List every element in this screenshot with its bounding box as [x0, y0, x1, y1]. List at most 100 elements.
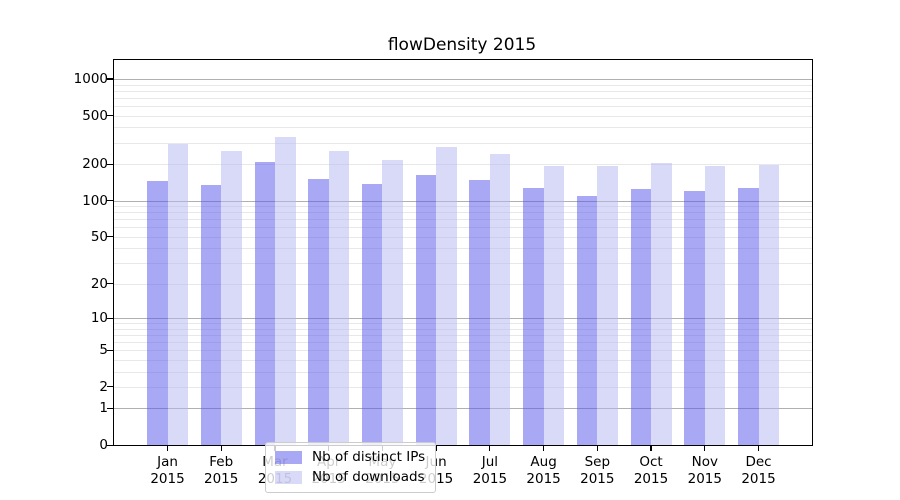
- legend-item-label: Nb of distinct IPs: [312, 449, 426, 465]
- x-axis-tick-mark: [220, 446, 222, 451]
- x-axis-tick-mark: [166, 446, 169, 451]
- y-axis-tick-label: 10: [90, 310, 108, 326]
- y-axis-tick-label: 2: [99, 378, 108, 395]
- x-axis-label: Oct 2015: [633, 454, 669, 487]
- x-axis-tick-mark: [435, 446, 437, 451]
- minor-gridline: [114, 334, 812, 336]
- minor-gridline: [114, 359, 812, 361]
- legend-item: Nb of downloads: [275, 470, 425, 485]
- bar-downloads: [758, 165, 779, 445]
- bar-downloads: [489, 154, 511, 445]
- y-axis-tick-label: 100: [82, 192, 108, 209]
- y-axis-tick-label: 200: [82, 156, 108, 172]
- bar-downloads: [167, 143, 188, 445]
- y-axis-tick-mark: [107, 236, 113, 238]
- x-axis-label: Jul 2015: [472, 454, 508, 487]
- x-axis-label: Aug 2015: [526, 454, 561, 487]
- y-axis-tick-mark: [107, 200, 113, 202]
- bar-distinct-ips: [469, 180, 490, 445]
- bar-distinct-ips: [147, 181, 168, 445]
- legend-item: Nb of distinct IPs: [275, 450, 425, 465]
- minor-gridline: [114, 142, 812, 144]
- bar-distinct-ips: [576, 196, 598, 445]
- minor-gridline: [114, 323, 812, 324]
- bar-downloads: [543, 166, 565, 445]
- x-axis-tick-mark: [704, 446, 706, 451]
- minor-gridline: [114, 328, 812, 330]
- y-axis-tick-label: 50: [90, 228, 108, 245]
- minor-gridline: [114, 386, 812, 388]
- minor-gridline: [114, 127, 812, 129]
- minor-gridline: [114, 90, 812, 92]
- x-axis-tick-mark: [757, 446, 760, 451]
- minor-gridline: [114, 350, 812, 352]
- legend: Nb of distinct IPs Nb of downloads: [265, 442, 437, 493]
- x-axis-tick-mark: [489, 446, 491, 451]
- x-axis-label: Nov 2015: [687, 454, 722, 487]
- minor-gridline: [114, 341, 812, 343]
- bar-distinct-ips: [308, 178, 329, 445]
- minor-gridline: [114, 236, 812, 238]
- major-gridline: [114, 200, 812, 202]
- major-gridline: [114, 78, 812, 80]
- y-axis-tick-mark: [107, 407, 113, 409]
- x-axis-label: Feb 2015: [204, 454, 239, 487]
- y-axis-tick-label: 1000: [73, 70, 108, 87]
- minor-gridline: [114, 97, 812, 99]
- x-axis-label: Sep 2015: [580, 454, 615, 487]
- minor-gridline: [114, 164, 812, 165]
- bar-downloads: [651, 162, 672, 445]
- minor-gridline: [114, 263, 812, 265]
- bar-downloads: [436, 146, 457, 445]
- y-axis-tick-mark: [107, 386, 113, 388]
- x-axis-tick-mark: [650, 446, 652, 451]
- y-axis-tick-mark: [107, 283, 113, 285]
- bar-distinct-ips: [630, 189, 651, 445]
- bar-distinct-ips: [254, 161, 275, 445]
- minor-gridline: [114, 212, 812, 214]
- y-axis-tick-mark: [107, 115, 113, 117]
- bar-downloads: [221, 150, 242, 445]
- minor-gridline: [114, 219, 812, 221]
- x-axis-tick-mark: [596, 446, 598, 451]
- y-axis-tick-mark: [107, 78, 113, 80]
- bar-distinct-ips: [738, 187, 759, 445]
- major-gridline: [114, 408, 812, 410]
- minor-gridline: [114, 371, 812, 373]
- minor-gridline: [114, 206, 812, 207]
- chart-title: flowDensity 2015: [387, 35, 537, 55]
- y-axis-tick-mark: [107, 349, 113, 351]
- bar-distinct-ips: [415, 174, 437, 445]
- bar-downloads: [704, 166, 726, 445]
- bar-downloads: [597, 166, 618, 445]
- bar-distinct-ips: [523, 187, 544, 445]
- y-axis-tick-label: 1: [99, 400, 108, 417]
- legend-item-label: Nb of downloads: [312, 469, 425, 485]
- minor-gridline: [114, 283, 812, 285]
- minor-gridline: [114, 115, 812, 117]
- y-axis-tick-label: 20: [90, 275, 108, 292]
- y-axis-tick-label: 500: [82, 107, 108, 124]
- minor-gridline: [114, 106, 812, 107]
- bar-downloads: [275, 136, 296, 445]
- y-axis-tick-mark: [107, 444, 113, 446]
- legend-swatch-distinct-ips: [275, 451, 302, 464]
- legend-swatch-downloads: [275, 471, 302, 484]
- bar-downloads: [328, 150, 350, 445]
- minor-gridline: [114, 227, 812, 229]
- y-axis-tick-mark: [107, 163, 113, 165]
- x-axis-tick-mark: [543, 446, 545, 451]
- minor-gridline: [114, 248, 812, 250]
- bar-distinct-ips: [361, 184, 383, 445]
- y-axis-tick-label: 5: [99, 342, 108, 359]
- bar-downloads: [382, 160, 403, 445]
- major-gridline: [114, 318, 812, 319]
- x-axis-label: Jan 2015: [150, 454, 185, 487]
- x-axis-label: Dec 2015: [741, 454, 776, 487]
- minor-gridline: [114, 84, 812, 86]
- y-axis-tick-mark: [107, 317, 113, 319]
- y-axis-tick-label: 0: [99, 437, 108, 453]
- bar-distinct-ips: [200, 185, 222, 445]
